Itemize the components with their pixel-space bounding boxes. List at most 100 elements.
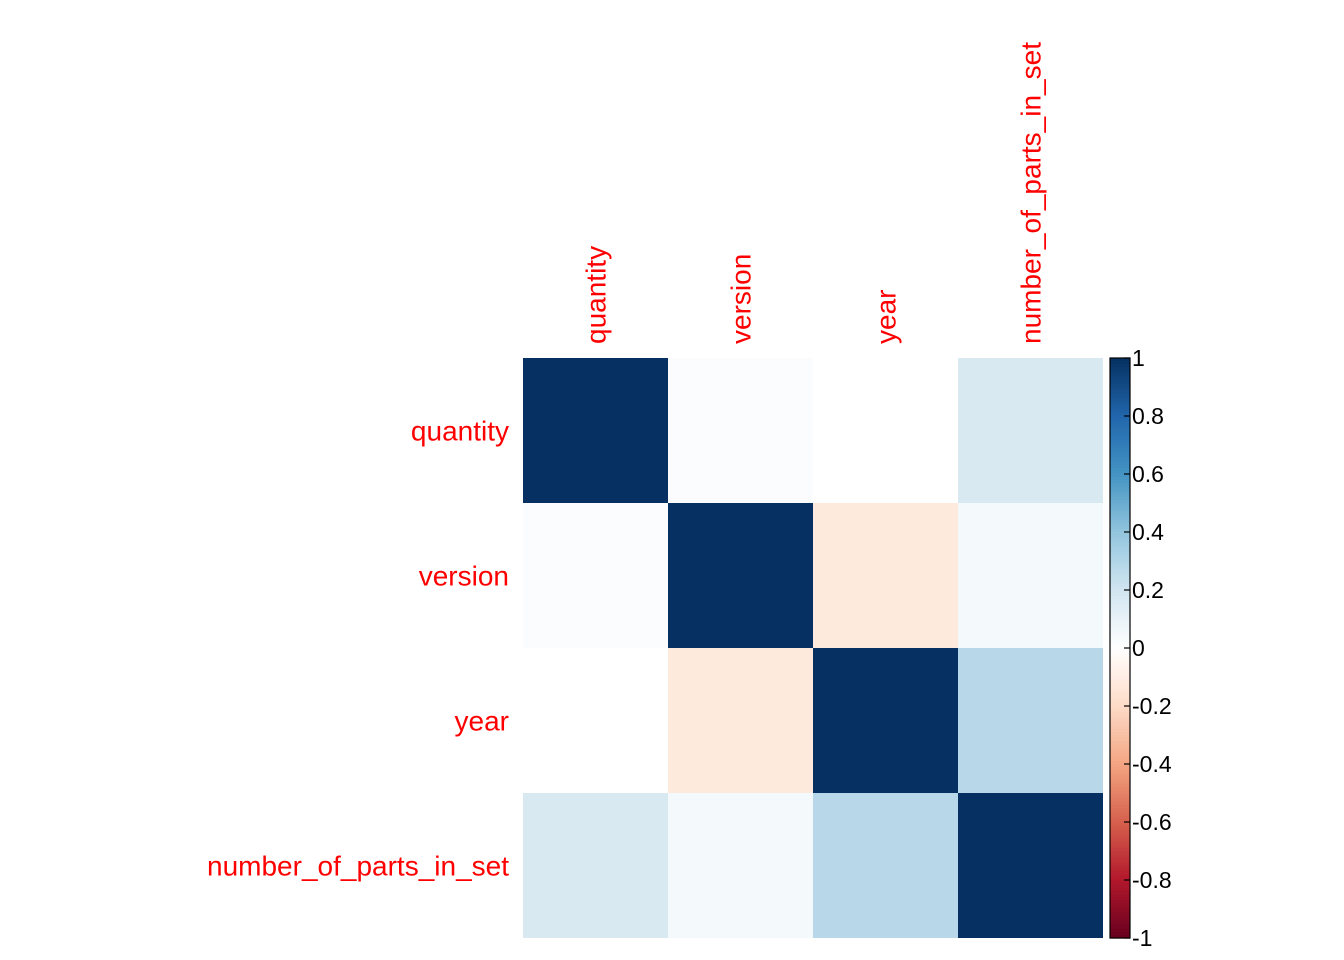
colorbar-segment (1110, 537, 1130, 542)
colorbar-segment (1110, 590, 1130, 594)
colorbar-segment (1110, 897, 1130, 901)
colorbar-segment (1110, 549, 1130, 553)
colorbar-tick-label: -0.8 (1132, 867, 1172, 893)
colorbar-segment (1110, 758, 1130, 762)
colorbar-segment (1110, 845, 1130, 849)
colorbar-segment (1110, 404, 1130, 408)
colorbar-segment (1110, 842, 1130, 846)
colorbar-segment (1110, 488, 1130, 492)
colorbar-segment (1110, 546, 1130, 550)
colorbar-segment (1110, 935, 1130, 939)
colorbar-segment (1110, 439, 1130, 443)
colorbar-segment (1110, 633, 1130, 637)
heatmap-cell-2-1 (668, 648, 813, 793)
colorbar-segment (1110, 665, 1130, 669)
colorbar-segment (1110, 659, 1130, 664)
colorbar-segment (1110, 711, 1130, 716)
colorbar-segment (1110, 395, 1130, 400)
heatmap-cell-1-2 (813, 503, 958, 648)
colorbar-segment (1110, 697, 1130, 701)
colorbar-segment (1110, 505, 1130, 510)
colorbar-segment (1110, 706, 1130, 710)
colorbar-segment (1110, 819, 1130, 823)
heatmap-cell-0-1 (668, 358, 813, 503)
heatmap-cell-0-2 (813, 358, 958, 503)
colorbar-segment (1110, 584, 1130, 588)
colorbar-segment (1110, 410, 1130, 414)
colorbar-tick-label: 0 (1132, 635, 1145, 661)
colorbar-segment (1110, 766, 1130, 771)
colorbar-segment (1110, 624, 1130, 629)
colorbar-segment (1110, 656, 1130, 661)
colorbar-segment (1110, 700, 1130, 704)
colorbar-segment (1110, 619, 1130, 623)
colorbar-segment (1110, 816, 1130, 820)
colorbar-segment (1110, 764, 1130, 768)
colorbar-segment (1110, 827, 1130, 832)
heatmap-cells (523, 358, 1103, 938)
colorbar-segment (1110, 743, 1130, 748)
colorbar-segment (1110, 372, 1130, 376)
colorbar-segment (1110, 639, 1130, 643)
colorbar-segment (1110, 378, 1130, 382)
colorbar-segment (1110, 859, 1130, 864)
colorbar-segment (1110, 729, 1130, 733)
colorbar-tick-label: 0.8 (1132, 403, 1164, 429)
colorbar-segment (1110, 781, 1130, 785)
colorbar-segment (1110, 769, 1130, 774)
colorbar-segment (1110, 726, 1130, 730)
colorbar-segment (1110, 601, 1130, 606)
colorbar-segment (1110, 479, 1130, 484)
colorbar-segment (1110, 558, 1130, 562)
colorbar-segment (1110, 555, 1130, 559)
colorbar-segment (1110, 442, 1130, 446)
colorbar-segment (1110, 755, 1130, 759)
colorbar-segment (1110, 868, 1130, 872)
colorbar-segment (1110, 882, 1130, 887)
colorbar-segment (1110, 491, 1130, 495)
colorbar-segment (1110, 790, 1130, 794)
heatmap-cell-1-1 (668, 503, 813, 648)
heatmap-cell-2-0 (523, 648, 668, 793)
colorbar-segment (1110, 775, 1130, 780)
colorbar-segment (1110, 474, 1130, 478)
colorbar-segment (1110, 735, 1130, 739)
colorbar-segment (1110, 566, 1130, 571)
colorbar-segment (1110, 392, 1130, 397)
colorbar-segment (1110, 508, 1130, 513)
colorbar-tick-label: -0.4 (1132, 751, 1172, 777)
colorbar-segment (1110, 561, 1130, 565)
colorbar-segment (1110, 784, 1130, 788)
colorbar-segment (1110, 607, 1130, 611)
colorbar-segment (1110, 465, 1130, 469)
colorbar-segment (1110, 723, 1130, 727)
colorbar-segment (1110, 929, 1130, 933)
colorbar-segment (1110, 830, 1130, 835)
colorbar-segment (1110, 906, 1130, 910)
colorbar-segment (1110, 880, 1130, 884)
colorbar-segment (1110, 778, 1130, 782)
colorbar-segment (1110, 920, 1130, 925)
colorbar-segment (1110, 894, 1130, 898)
colorbar-segment (1110, 642, 1130, 646)
colorbar: 1 0.8 0.6 0.4 0.2 0 -0.2 -0.4 -0.6 -0.8 -1 (1109, 345, 1172, 951)
colorbar-segment (1110, 740, 1130, 745)
colorbar-segment (1110, 662, 1130, 666)
colorbar-segment (1110, 671, 1130, 675)
colorbar-segment (1110, 433, 1130, 437)
colorbar-segment (1110, 807, 1130, 811)
colorbar-segment (1110, 366, 1130, 371)
colorbar-segment (1110, 926, 1130, 930)
colorbar-segment (1110, 917, 1130, 922)
colorbar-segment (1110, 923, 1130, 927)
colorbar-segment (1110, 772, 1130, 777)
colorbar-tick-label: 1 (1132, 345, 1145, 371)
colorbar-segment (1110, 732, 1130, 736)
colorbar-segment (1110, 865, 1130, 869)
colorbar-segment (1110, 416, 1130, 420)
colorbar-segment (1110, 911, 1130, 916)
colorbar-segment (1110, 851, 1130, 855)
colorbar-segment (1110, 801, 1130, 806)
colorbar-segment (1110, 909, 1130, 913)
